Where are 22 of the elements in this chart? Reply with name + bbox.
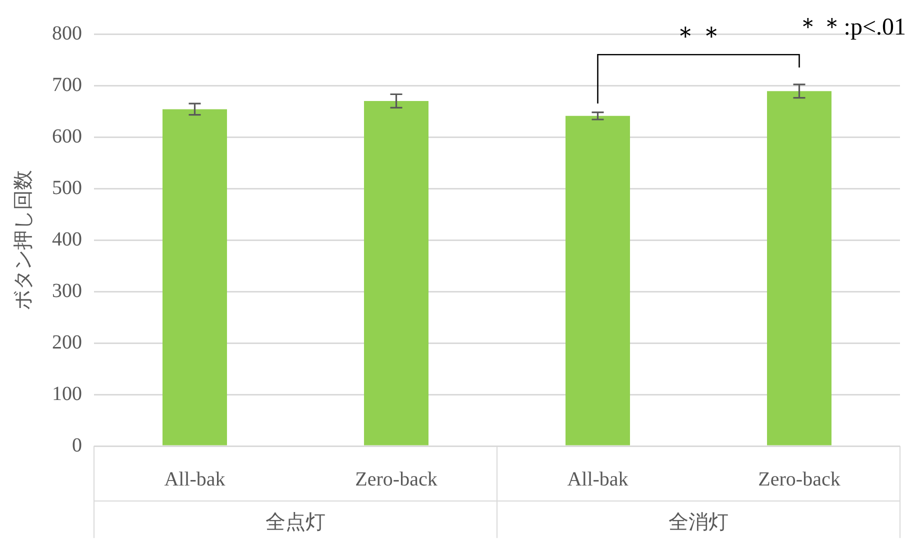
y-tick-label: 300 [52,280,82,302]
text: 全消灯 [668,511,728,534]
y-tick-label: 200 [52,331,82,354]
y-tick-label: 100 [52,382,82,405]
annotation: ＊＊ [672,21,724,50]
bar [364,100,428,446]
x-tick-label: Zero-back [758,468,840,490]
annotation: ＊＊:p<.01 [796,14,906,40]
y-tick-label: 500 [52,176,82,199]
x-tick-label: All-bak [164,468,226,490]
text: 全点灯 [266,511,326,534]
y-tick-label: 0 [72,434,82,456]
y-tick-label: 600 [52,125,82,148]
x-tick-label: Zero-back [355,468,438,490]
bar [162,109,227,446]
y-axis-title: ボタン押し回数 [12,170,34,310]
bar [566,116,630,446]
x-tick-label: All-bak [567,468,628,490]
y-tick-label: 800 [52,22,82,44]
bar [767,91,832,446]
y-tick-label: 400 [52,228,82,250]
y-tick-label: 700 [52,74,82,96]
